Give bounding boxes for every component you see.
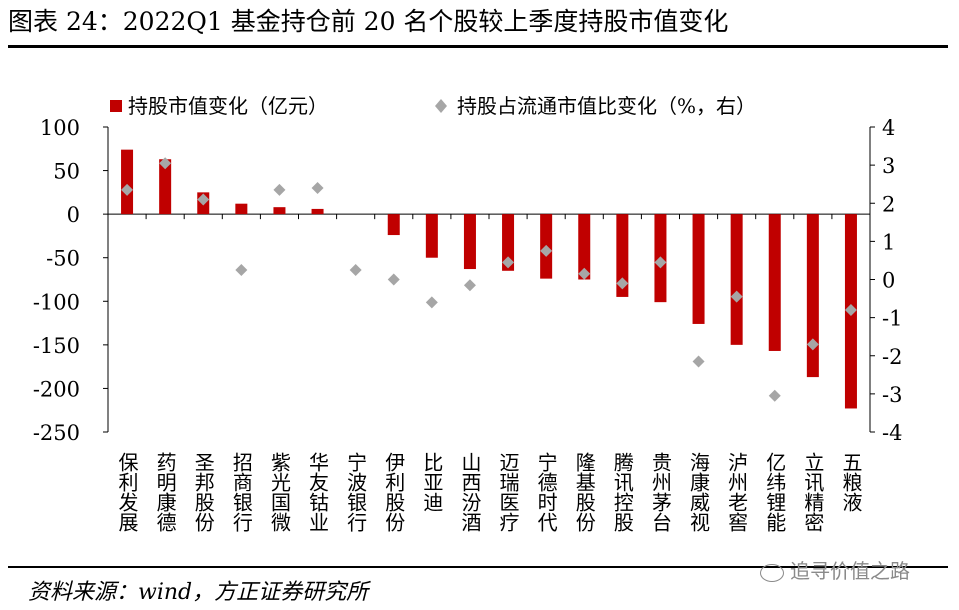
- category-label: 五粮液: [839, 452, 863, 512]
- category-label: 贵州茅台: [648, 452, 672, 532]
- y-right-tick-label: 4: [882, 116, 895, 140]
- y-right-tick-label: -3: [882, 383, 902, 407]
- marker-point: [159, 157, 172, 170]
- marker-point: [349, 263, 362, 276]
- marker-point: [844, 304, 857, 316]
- y-right-tick-label: -1: [882, 307, 902, 331]
- marker-point: [654, 256, 667, 269]
- marker-point: [463, 279, 476, 292]
- category-label: 伊利股份: [382, 452, 406, 532]
- y-right-tick-label: -2: [882, 345, 902, 369]
- legend-bar-label: 持股市值变化（亿元）: [128, 94, 328, 118]
- category-label: 宁德时代: [534, 452, 558, 532]
- bar: [463, 214, 476, 270]
- marker-point: [768, 389, 781, 402]
- wechat-icon: [760, 563, 784, 582]
- marker-point: [806, 338, 819, 351]
- legend-bar-swatch: [110, 100, 122, 112]
- watermark: 追寻价值之路: [760, 555, 910, 584]
- y-left-tick-label: -150: [33, 334, 80, 358]
- category-label: 比亚迪: [420, 452, 444, 512]
- marker-point: [502, 256, 515, 269]
- bar: [692, 214, 705, 324]
- marker-point: [387, 273, 400, 286]
- marker-point: [311, 182, 324, 194]
- footer-divider: [8, 566, 948, 568]
- y-right-tick-label: 3: [882, 154, 895, 178]
- category-label: 隆基股份: [572, 452, 596, 532]
- category-label: 保利发展: [115, 452, 139, 532]
- marker-point: [616, 277, 629, 290]
- bar: [578, 214, 591, 280]
- bar: [768, 214, 781, 351]
- y-left-tick-label: -200: [33, 377, 80, 401]
- category-label: 山西汾酒: [458, 452, 482, 532]
- category-label: 宁波银行: [344, 452, 368, 532]
- bar: [502, 214, 515, 271]
- marker-point: [540, 244, 553, 257]
- category-label: 华友钴业: [306, 452, 330, 532]
- marker-point: [121, 183, 134, 196]
- y-left-tick-label: -100: [33, 290, 80, 314]
- category-label: 腾讯控股: [610, 452, 634, 532]
- title-divider: [8, 45, 948, 48]
- marker-point: [235, 263, 248, 276]
- y-left-tick-label: 0: [67, 203, 80, 227]
- y-left-tick-label: -50: [46, 247, 80, 271]
- bar: [425, 214, 438, 258]
- bar: [387, 214, 400, 236]
- marker-point: [273, 183, 286, 196]
- category-label: 亿纬锂能: [763, 452, 787, 532]
- bar: [121, 149, 134, 215]
- watermark-text: 追寻价值之路: [790, 559, 910, 583]
- category-label: 药明康德: [153, 452, 177, 532]
- legend-marker-swatch: [435, 99, 447, 113]
- source-note: 资料来源：wind，方正证券研究所: [28, 580, 369, 605]
- bar: [311, 208, 324, 215]
- y-right-tick-label: 2: [882, 192, 895, 216]
- category-label: 迈瑞医疗: [496, 452, 520, 532]
- y-right-tick-label: 1: [882, 230, 895, 254]
- marker-point: [425, 296, 438, 309]
- category-label: 海康威视: [687, 452, 711, 532]
- marker-point: [578, 267, 591, 280]
- category-label: 泸州老窖: [725, 452, 749, 532]
- legend: 持股市值变化（亿元） 持股占流通市值比变化（%，右）: [110, 94, 756, 118]
- chart-title: 图表 24：2022Q1 基金持仓前 20 名个股较上季度持股市值变化: [8, 7, 729, 36]
- bar: [159, 159, 172, 215]
- category-label: 圣邦股份: [191, 452, 215, 532]
- legend-marker-label: 持股占流通市值比变化（%，右）: [457, 94, 756, 118]
- category-label: 招商银行: [229, 452, 253, 532]
- marker-point: [197, 193, 210, 206]
- y-right-tick-label: -4: [882, 421, 902, 445]
- y-left-tick-label: -250: [33, 421, 80, 445]
- marker-point: [692, 355, 705, 368]
- bar: [730, 214, 743, 345]
- bar: [235, 203, 248, 215]
- category-label: 立讯精密: [801, 452, 825, 532]
- bar: [273, 207, 286, 215]
- bar: [616, 214, 629, 297]
- category-label: 紫光国微: [267, 452, 291, 532]
- marker-point: [730, 290, 743, 303]
- bar: [806, 214, 819, 378]
- y-right-tick-label: 0: [882, 269, 895, 293]
- y-left-tick-label: 50: [53, 160, 80, 184]
- y-left-tick-label: 100: [40, 116, 80, 140]
